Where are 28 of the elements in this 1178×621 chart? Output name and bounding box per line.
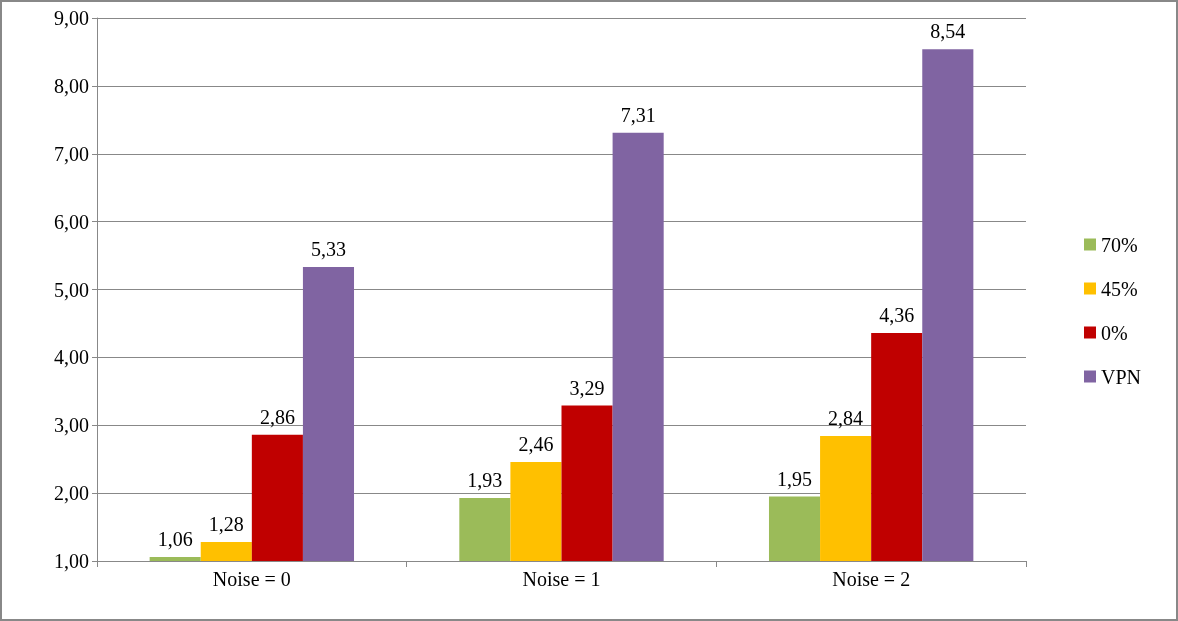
data-label: 2,86 [259, 405, 295, 428]
data-label: 2,46 [518, 432, 554, 455]
data-label: 1,28 [208, 512, 244, 535]
data-label: 2,84 [828, 407, 864, 430]
data-label: 3,29 [569, 376, 605, 399]
x-tick-label: Noise = 1 [522, 568, 601, 590]
x-tick-label: Noise = 2 [832, 568, 911, 590]
y-tick-label: 3,00 [54, 414, 89, 437]
data-label: 1,93 [467, 468, 503, 491]
y-tick-label: 4,00 [54, 346, 89, 369]
legend-label: 0% [1100, 321, 1128, 344]
y-tick-label: 8,00 [54, 74, 89, 97]
data-label: 5,33 [310, 238, 346, 261]
y-tick-label: 6,00 [54, 210, 89, 233]
x-tick-label: Noise = 0 [212, 568, 291, 590]
data-label: 4,36 [879, 303, 915, 326]
data-label: 7,31 [620, 103, 656, 126]
y-tick-label: 7,00 [54, 142, 89, 165]
legend-label: VPN [1100, 365, 1142, 388]
data-label: 8,54 [930, 20, 966, 43]
legend-label: 45% [1100, 277, 1138, 300]
legend-label: 70% [1100, 233, 1138, 256]
y-tick-label: 5,00 [54, 278, 89, 301]
y-tick-label: 2,00 [54, 482, 89, 505]
y-tick-label: 1,00 [54, 550, 89, 572]
y-tick-label: 9,00 [54, 7, 89, 29]
data-label: 1,06 [157, 527, 193, 550]
data-label: 1,95 [777, 467, 813, 490]
